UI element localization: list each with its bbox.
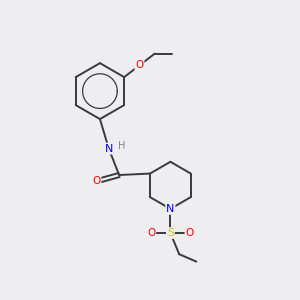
Text: S: S — [167, 228, 174, 238]
Text: O: O — [135, 60, 144, 70]
Text: H: H — [118, 141, 126, 151]
Text: N: N — [166, 204, 175, 214]
Text: O: O — [147, 228, 155, 238]
Text: O: O — [185, 228, 194, 238]
Text: N: N — [105, 143, 113, 154]
Text: O: O — [92, 176, 101, 186]
